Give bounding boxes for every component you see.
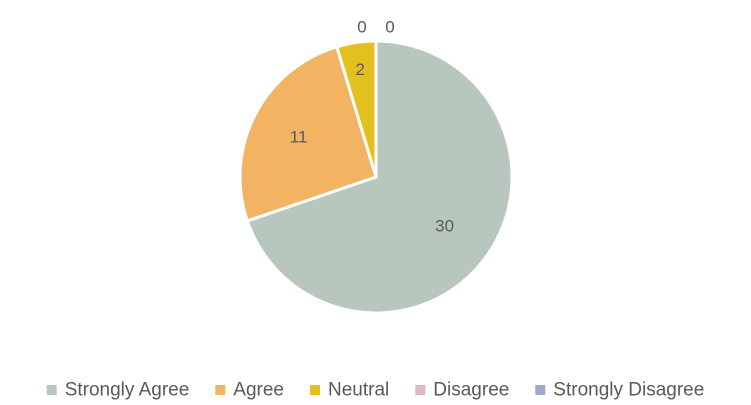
legend-swatch-neutral <box>310 385 320 395</box>
data-label-neutral: 2 <box>355 60 364 79</box>
legend-label-strongly-agree: Strongly Agree <box>65 380 190 401</box>
legend: Strongly Agree Agree Neutral Disagree Strong… <box>46 380 704 401</box>
data-label-disagree: 0 <box>357 18 366 37</box>
slices-layer <box>238 39 514 315</box>
legend-label-agree: Agree <box>233 380 284 401</box>
data-labels-layer: 30 11 2 0 0 <box>290 18 454 236</box>
data-label-strongly-agree: 30 <box>435 217 454 236</box>
legend-label-disagree: Disagree <box>433 380 509 401</box>
legend-label-neutral: Neutral <box>328 380 389 401</box>
legend-item-strongly-agree: Strongly Agree <box>46 380 190 401</box>
legend-item-strongly-disagree: Strongly Disagree <box>535 380 704 401</box>
pie-slice-strongly-agree <box>245 39 514 315</box>
pie-slice-agree <box>238 45 378 223</box>
legend-swatch-agree <box>215 385 226 395</box>
pie-slice-neutral <box>335 39 378 179</box>
legend-swatch-strongly-disagree <box>535 385 546 395</box>
legend-swatch-disagree <box>415 385 426 395</box>
legend-item-neutral: Neutral <box>310 380 389 401</box>
data-label-agree: 11 <box>290 128 308 147</box>
legend-item-disagree: Disagree <box>415 380 509 401</box>
data-label-strongly-disagree: 0 <box>385 18 394 37</box>
legend-swatch-strongly-agree <box>46 385 57 395</box>
legend-item-agree: Agree <box>215 380 284 401</box>
legend-label-strongly-disagree: Strongly Disagree <box>553 380 704 401</box>
